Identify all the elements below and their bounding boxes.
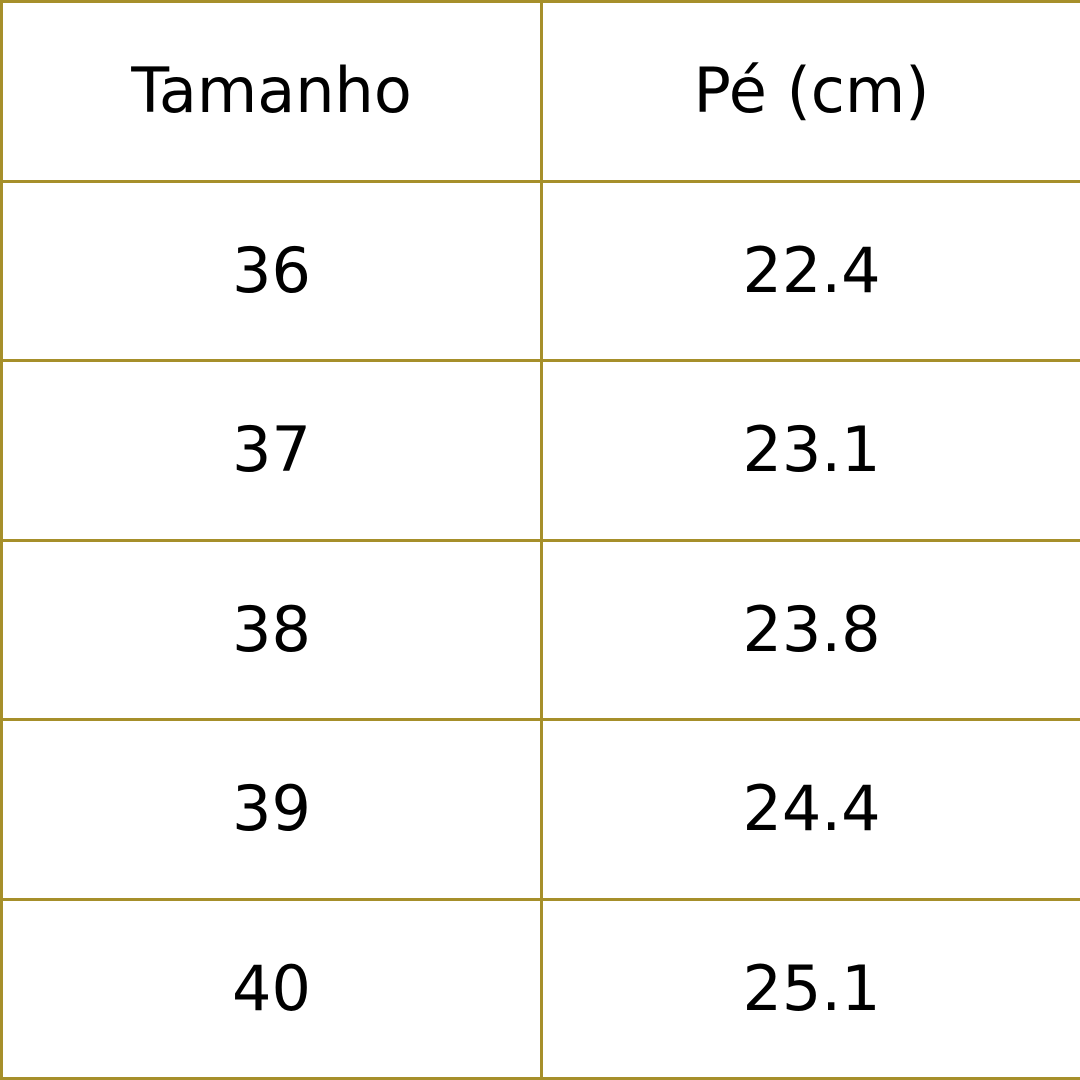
size-cell: 36 [0, 179, 543, 362]
foot-length-cell: 23.1 [540, 359, 1080, 542]
table-header-row: Tamanho Pé (cm) [0, 0, 1080, 183]
foot-length-cell: 25.1 [540, 897, 1080, 1080]
foot-length-cell: 22.4 [540, 179, 1080, 362]
size-cell: 37 [0, 359, 543, 542]
foot-length-cell: 23.8 [540, 538, 1080, 721]
table-row: 37 23.1 [0, 359, 1080, 542]
foot-length-cell: 24.4 [540, 718, 1080, 901]
table-row: 40 25.1 [0, 897, 1080, 1080]
size-cell: 40 [0, 897, 543, 1080]
size-cell: 38 [0, 538, 543, 721]
table-row: 38 23.8 [0, 538, 1080, 721]
header-foot-cm: Pé (cm) [540, 0, 1080, 183]
table-row: 36 22.4 [0, 179, 1080, 362]
size-cell: 39 [0, 718, 543, 901]
header-size: Tamanho [0, 0, 543, 183]
table-row: 39 24.4 [0, 718, 1080, 901]
